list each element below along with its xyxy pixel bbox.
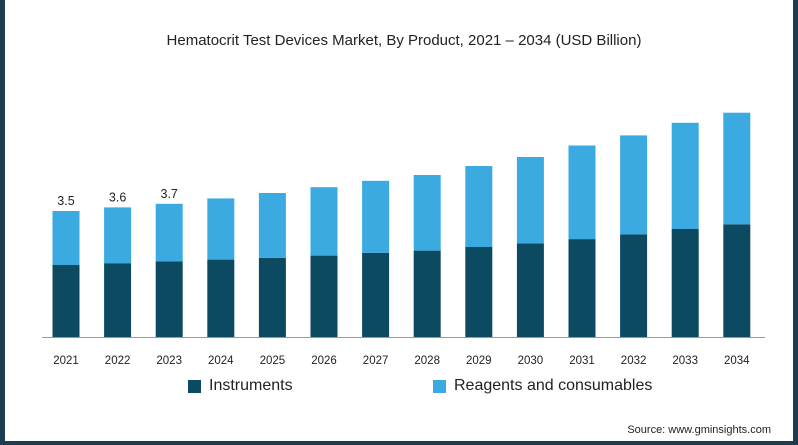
bar-reagents-2025 bbox=[258, 193, 286, 258]
bar-instruments-2024 bbox=[207, 259, 235, 337]
x-tick-2030: 2030 bbox=[518, 355, 544, 367]
bar-instruments-2025 bbox=[258, 257, 286, 337]
legend-label-reagents: Reagents and consumables bbox=[454, 377, 653, 394]
bar-instruments-2026 bbox=[310, 255, 338, 337]
bar-instruments-2021 bbox=[52, 265, 80, 337]
x-tick-2022: 2022 bbox=[105, 355, 131, 367]
legend-swatch-reagents bbox=[433, 379, 446, 393]
legend-label-instruments: Instruments bbox=[209, 377, 293, 394]
x-tick-2024: 2024 bbox=[208, 355, 234, 367]
x-tick-2021: 2021 bbox=[53, 355, 79, 367]
x-tick-2023: 2023 bbox=[156, 355, 182, 367]
legend-swatch-instruments bbox=[188, 379, 201, 393]
bar-reagents-2022 bbox=[104, 207, 132, 264]
bar-instruments-2023 bbox=[155, 261, 183, 337]
legend-item-reagents: Reagents and consumables bbox=[433, 377, 652, 395]
bar-instruments-2034 bbox=[723, 224, 751, 337]
x-tick-2028: 2028 bbox=[414, 355, 440, 367]
bar-instruments-2022 bbox=[104, 263, 132, 337]
bar-reagents-2033 bbox=[671, 122, 699, 229]
x-tick-2026: 2026 bbox=[311, 355, 337, 367]
x-tick-2031: 2031 bbox=[569, 355, 595, 367]
bar-reagents-2024 bbox=[207, 198, 235, 260]
chart-legend: Instruments Reagents and consumables bbox=[5, 377, 798, 401]
bar-instruments-2028 bbox=[413, 250, 441, 337]
bar-reagents-2032 bbox=[620, 135, 648, 235]
bar-instruments-2030 bbox=[516, 243, 544, 337]
chart-title: Hematocrit Test Devices Market, By Produ… bbox=[166, 32, 642, 49]
bar-reagents-2031 bbox=[568, 145, 596, 240]
source-note: Source: www.gminsights.com bbox=[627, 424, 771, 436]
bar-instruments-2029 bbox=[465, 247, 493, 337]
bar-reagents-2027 bbox=[362, 180, 390, 253]
x-tick-2032: 2032 bbox=[621, 355, 647, 367]
bar-reagents-2026 bbox=[310, 187, 338, 256]
bar-reagents-2021 bbox=[52, 211, 80, 265]
bar-reagents-2030 bbox=[516, 157, 544, 244]
chart-plot: 3.5 2021 3.6 2022 3.7 2023 2024 2025 2026 2027 202… bbox=[42, 112, 765, 367]
bar-reagents-2023 bbox=[155, 203, 183, 262]
data-label-2022: 3.6 bbox=[109, 190, 126, 204]
bar-reagents-2028 bbox=[413, 175, 441, 251]
bar-instruments-2032 bbox=[620, 234, 648, 337]
x-tick-2033: 2033 bbox=[672, 355, 698, 367]
bar-reagents-2029 bbox=[465, 166, 493, 247]
bar-reagents-2034 bbox=[723, 112, 751, 225]
x-tick-2025: 2025 bbox=[260, 355, 286, 367]
x-tick-2034: 2034 bbox=[724, 355, 750, 367]
x-tick-2027: 2027 bbox=[363, 355, 389, 367]
data-label-2023: 3.7 bbox=[161, 187, 178, 201]
data-label-2021: 3.5 bbox=[57, 194, 74, 208]
x-tick-2029: 2029 bbox=[466, 355, 492, 367]
legend-item-instruments: Instruments bbox=[188, 377, 293, 395]
bar-instruments-2031 bbox=[568, 239, 596, 337]
bar-instruments-2027 bbox=[362, 252, 390, 337]
bar-instruments-2033 bbox=[671, 229, 699, 337]
